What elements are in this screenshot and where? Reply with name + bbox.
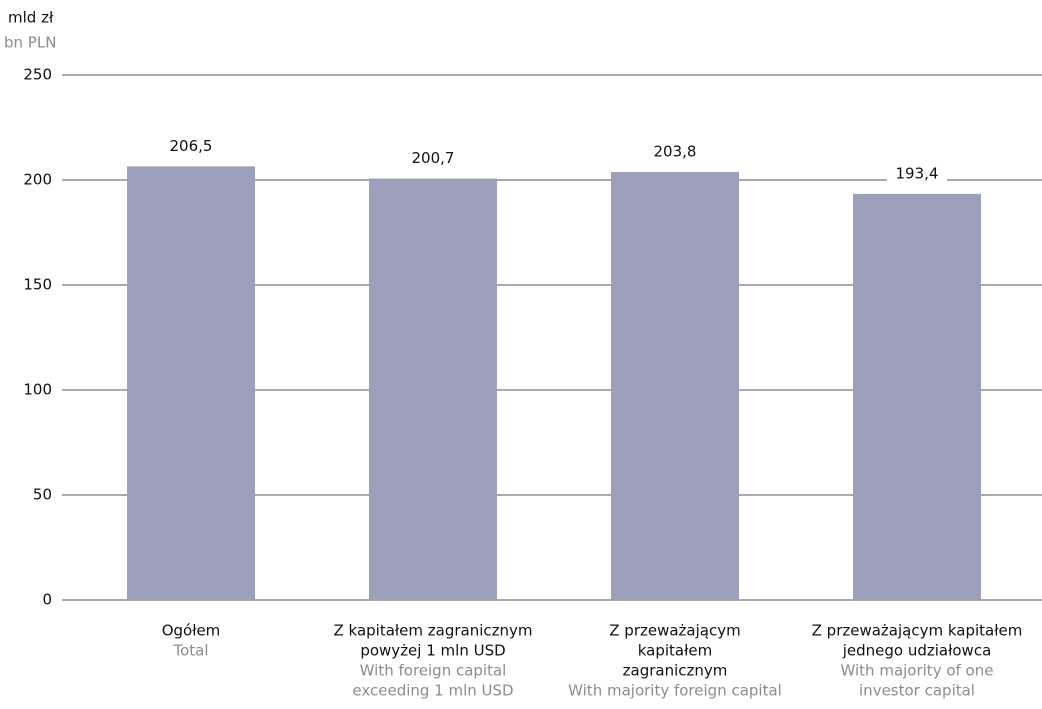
value-label: 193,4: [896, 164, 939, 182]
value-label: 203,8: [654, 143, 697, 161]
y-tick-label: 0: [42, 591, 52, 609]
x-tick-label: jednego udziałowca: [842, 642, 992, 660]
x-tick-label: zagranicznym: [623, 662, 728, 680]
x-tick-label: Z przeważającym kapitałem: [812, 622, 1023, 640]
x-tick-label-en: investor capital: [859, 682, 975, 700]
y-axis-label-en: bn PLN: [4, 34, 56, 52]
bar: [127, 166, 255, 600]
value-label-bg: [403, 148, 463, 169]
x-tick-label-en: With majority of one: [841, 662, 994, 680]
value-label: 200,7: [412, 149, 455, 167]
y-tick-label: 100: [23, 381, 52, 399]
value-label-bg: [645, 142, 705, 163]
bar: [369, 178, 497, 600]
x-tick-label-en: With foreign capital: [360, 662, 507, 680]
y-tick-label: 250: [23, 66, 52, 84]
y-tick-label: 150: [23, 276, 52, 294]
x-tick-label-en: exceeding 1 mln USD: [352, 682, 513, 700]
y-tick-label: 50: [33, 486, 52, 504]
value-label-bg: [887, 163, 947, 184]
x-tick-label-en: With majority foreign capital: [568, 682, 782, 700]
x-tick-label-en: Total: [172, 642, 208, 660]
y-axis-label: mld zł: [8, 9, 54, 27]
value-label-bg: [161, 136, 221, 157]
value-label: 206,5: [170, 137, 213, 155]
x-tick-label: kapitałem: [638, 642, 712, 660]
x-tick-label: Ogółem: [162, 622, 221, 640]
x-tick-label: powyżej 1 mln USD: [360, 642, 505, 660]
y-tick-label: 200: [23, 171, 52, 189]
bar: [611, 172, 739, 600]
x-tick-label: Z przeważającym: [609, 622, 740, 640]
x-tick-label: Z kapitałem zagranicznym: [333, 622, 532, 640]
bar: [853, 193, 981, 601]
